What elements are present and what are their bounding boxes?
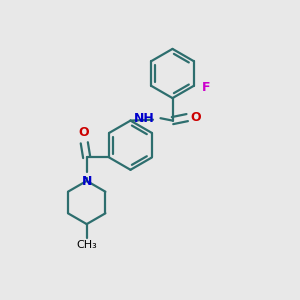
Text: CH₃: CH₃	[76, 240, 97, 250]
Text: O: O	[190, 111, 200, 124]
Text: N: N	[82, 175, 92, 188]
Text: O: O	[78, 127, 89, 140]
Text: NH: NH	[134, 112, 154, 125]
Text: F: F	[202, 81, 211, 94]
